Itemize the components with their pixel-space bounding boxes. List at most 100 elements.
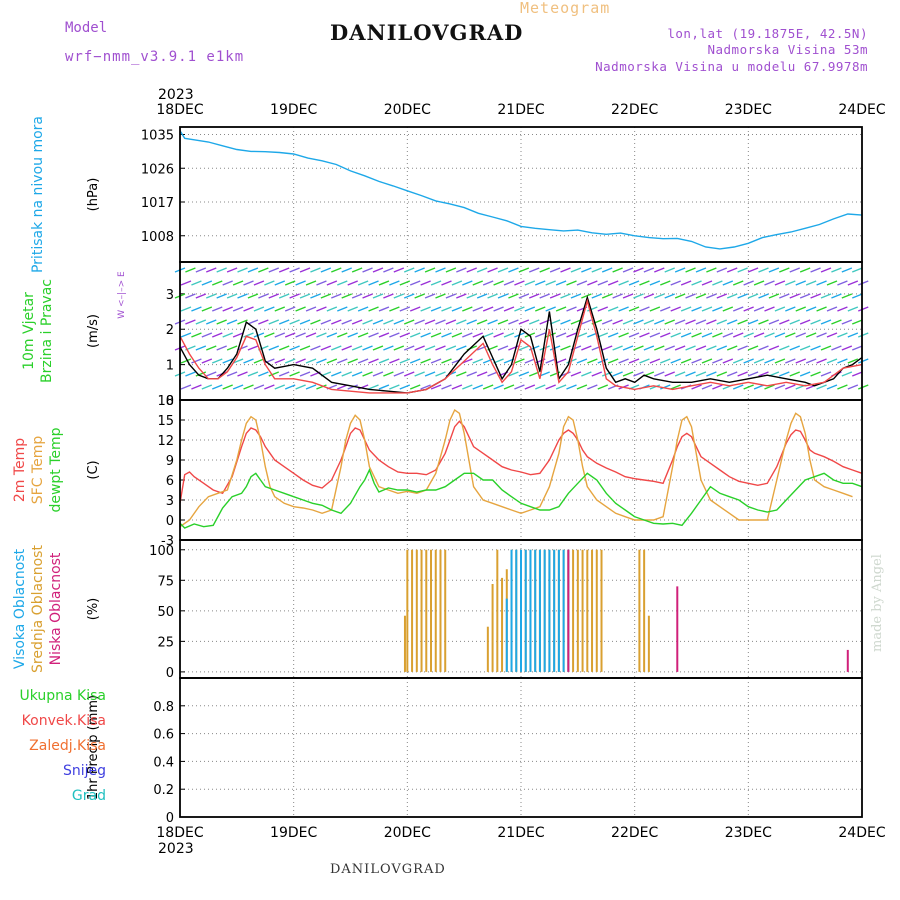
wind-arrow (858, 384, 869, 390)
wind-arrow (205, 371, 217, 377)
wind-arrow (205, 293, 217, 299)
y-tick-label: 0 (166, 514, 174, 529)
wind-arrow (831, 345, 842, 351)
wind-arrow (357, 332, 369, 338)
wind-arrow (810, 293, 821, 299)
wind-arrow (226, 267, 238, 273)
wind-arrow (430, 332, 442, 338)
wind-arrow (316, 280, 327, 286)
wind-arrow (660, 358, 671, 364)
wind-arrow (712, 332, 723, 338)
wind-arrow (664, 293, 675, 299)
wind-arrow (581, 371, 592, 377)
wind-arrow (299, 293, 311, 299)
wind-arrow (753, 332, 765, 338)
wind-arrow (347, 306, 358, 312)
wind-arrow (264, 280, 275, 286)
wind-arrow (758, 293, 769, 299)
wind-arrow (180, 332, 192, 338)
y-tick-label: 100 (149, 544, 174, 559)
wind-arrow (445, 267, 457, 273)
wind-arrow (347, 358, 358, 364)
wind-arrow (805, 358, 817, 364)
x-tick-label-bottom: 21DEC (497, 825, 544, 841)
wind-arrow (597, 280, 609, 286)
wind-arrow (284, 332, 296, 338)
wind-arrow (195, 319, 207, 325)
precip-legend-label: Ukupna Kisa (19, 688, 106, 704)
wind-arrow (743, 358, 754, 364)
wind-arrow (799, 371, 811, 377)
wind-arrow (539, 371, 550, 377)
wind-arrow (320, 293, 332, 299)
wind-arrow (195, 267, 207, 273)
wind-arrow (820, 267, 832, 273)
wind-arrow (278, 267, 290, 273)
y-axis-label: (C) (86, 460, 101, 479)
wind-arrow (820, 319, 832, 325)
wind-arrow (508, 319, 519, 325)
wind-arrow (441, 384, 452, 390)
wind-arrow (180, 280, 192, 286)
wind-arrow (716, 293, 728, 299)
wind-arrow (601, 267, 613, 273)
wind-arrow (722, 332, 734, 338)
wind-arrow (451, 306, 463, 312)
wind-arrow (587, 280, 598, 286)
wind-arrow (441, 332, 452, 338)
wind-arrow (649, 384, 661, 390)
wind-arrow (299, 371, 311, 377)
wind-arrow (389, 306, 400, 312)
wind-arrow (185, 293, 196, 299)
wind-arrow (555, 306, 567, 312)
wind-arrow (660, 384, 671, 390)
wind-arrow (409, 358, 421, 364)
wind-arrow (706, 267, 717, 273)
wind-arrow (695, 319, 707, 325)
wind-arrow (785, 306, 796, 312)
wind-arrow (837, 384, 848, 390)
wind-arrow (695, 267, 707, 273)
wind-arrow (633, 267, 644, 273)
wind-arrow (732, 384, 744, 390)
wind-arrow (639, 332, 650, 338)
wind-arrow (420, 280, 431, 286)
wind-arrow (841, 267, 853, 273)
wind-arrow (743, 384, 754, 390)
wind-arrow (253, 306, 265, 312)
wind-arrow (732, 280, 744, 286)
wind-arrow (295, 384, 306, 390)
wind-arrow (299, 267, 311, 273)
wind-arrow (399, 306, 411, 312)
y-tick-label: 9 (166, 454, 174, 469)
wind-arrow (737, 267, 748, 273)
wind-arrow (535, 306, 546, 312)
wind-arrow (816, 306, 827, 312)
wind-arrow (247, 293, 259, 299)
wind-arrow (695, 345, 707, 351)
wind-arrow (764, 384, 775, 390)
wind-arrow (372, 345, 384, 351)
wind-arrow (420, 306, 431, 312)
wind-arrow (670, 280, 681, 286)
wind-arrow (514, 280, 525, 286)
wind-arrow (201, 384, 213, 390)
wind-arrow (372, 319, 384, 325)
wind-arrow (612, 267, 623, 273)
wind-arrow (456, 293, 467, 299)
wind-arrow (487, 267, 498, 273)
wind-arrow (649, 358, 661, 364)
wind-arrow (191, 306, 202, 312)
wind-arrow (216, 267, 227, 273)
y-tick-label: 6 (166, 474, 174, 489)
wind-arrow (403, 267, 415, 273)
wind-arrow (497, 319, 509, 325)
wind-arrow (716, 345, 728, 351)
wind-arrow (403, 293, 415, 299)
wind-arrow (622, 293, 634, 299)
wind-arrow (393, 267, 405, 273)
wind-arrow (305, 280, 317, 286)
wind-arrow (826, 332, 838, 338)
precip-legend-label: Zaledj.Kisa (29, 738, 106, 754)
wind-arrow (758, 267, 769, 273)
